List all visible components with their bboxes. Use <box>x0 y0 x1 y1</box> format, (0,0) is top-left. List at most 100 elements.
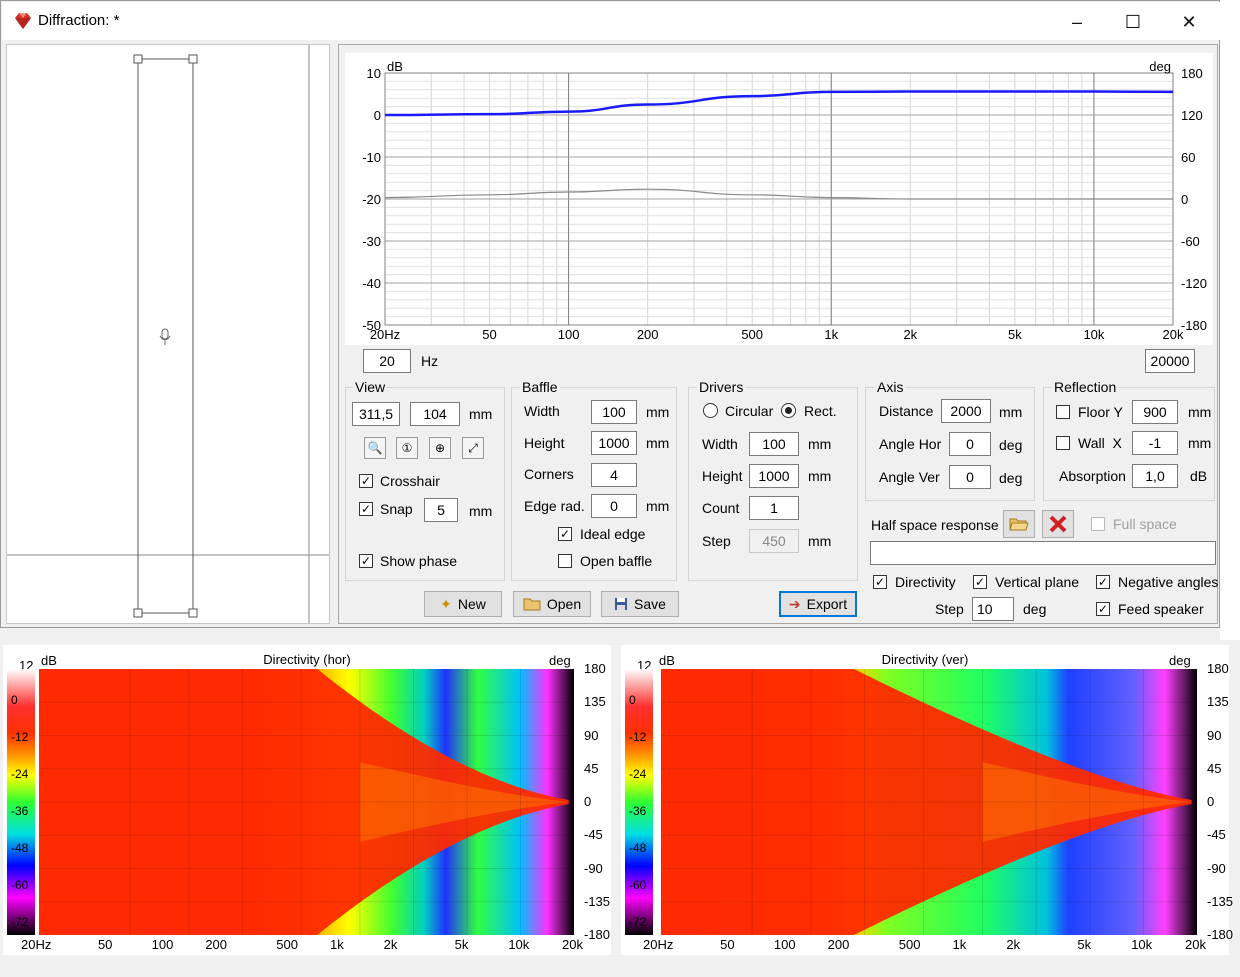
directivity-checkbox[interactable]: ✓ <box>873 575 887 589</box>
ideal-edge-checkbox[interactable]: ✓ <box>558 527 572 541</box>
colorbar-tick-label: -60 <box>11 878 29 892</box>
heatmap-x-tick-label: 10k <box>1131 937 1153 952</box>
baffle-height-input[interactable] <box>591 431 637 455</box>
baffle-width-label: Width <box>524 403 560 419</box>
driver-height-label: Height <box>702 468 743 484</box>
resize-handle <box>133 608 143 618</box>
heatmap-x-tick-label: 500 <box>276 937 298 952</box>
directivity-hor-colorbar <box>7 669 35 935</box>
snap-checkbox[interactable]: ✓ <box>359 502 373 516</box>
colorbar-tick-label: -72 <box>629 915 647 929</box>
crosshair-label: Crosshair <box>380 473 440 489</box>
driver-height-input[interactable] <box>749 464 799 488</box>
fit-view-icon[interactable]: ⤢ <box>462 437 484 459</box>
x-tick-label: 20Hz <box>370 327 400 342</box>
driver-width-unit: mm <box>808 436 832 452</box>
half-space-clear-button[interactable] <box>1042 510 1074 538</box>
close-button[interactable]: ✕ <box>1181 12 1197 32</box>
directivity-hor-heatmap <box>39 669 574 935</box>
y2-tick-label: -180 <box>1181 318 1207 333</box>
half-space-open-button[interactable] <box>1003 510 1035 538</box>
directivity-step-unit: deg <box>1023 601 1047 617</box>
baffle-group <box>511 387 677 581</box>
baffle-edge-input[interactable] <box>591 494 637 518</box>
export-arrow-icon: ➔ <box>788 595 801 612</box>
new-button[interactable]: ✦ New <box>424 591 502 617</box>
ideal-edge-label: Ideal edge <box>580 526 646 542</box>
export-button[interactable]: ➔ Export <box>779 591 857 617</box>
colorbar-tick-label: -48 <box>629 841 647 855</box>
driver-step-input[interactable] <box>749 529 799 553</box>
feed-speaker-checkbox[interactable]: ✓ <box>1096 602 1110 616</box>
title-bar[interactable]: Diffraction: * – ☐ ✕ <box>2 2 1220 40</box>
crosshair-checkbox[interactable]: ✓ <box>359 474 373 488</box>
heatmap-x-tick-label: 500 <box>898 937 921 952</box>
baffle-corners-input[interactable] <box>591 463 637 487</box>
heatmap-y-tick-label: 45 <box>1207 760 1222 776</box>
resize-handle <box>188 54 198 64</box>
x-tick-label: 5k <box>1008 327 1022 342</box>
y-tick-label: -30 <box>362 234 381 249</box>
zoom-out-icon[interactable]: 🔍 <box>364 437 386 459</box>
heatmap-x-tick-label: 20k <box>562 937 583 952</box>
x-tick-label: 100 <box>558 327 580 342</box>
heatmap-y-tick-label: -90 <box>1207 860 1226 876</box>
full-space-checkbox[interactable] <box>1091 517 1105 531</box>
directivity-ver-colorbar <box>625 669 653 935</box>
circular-radio[interactable] <box>703 403 718 418</box>
negative-angles-label: Negative angles <box>1118 574 1219 590</box>
view-y-input[interactable] <box>410 402 460 426</box>
y2-tick-label: -120 <box>1181 276 1207 291</box>
floor-checkbox[interactable] <box>1056 405 1070 419</box>
heatmap-x-tick-label: 5k <box>1077 937 1092 952</box>
baffle-height-unit: mm <box>646 435 670 451</box>
window-title: Diffraction: * <box>38 12 120 29</box>
directivity-label: Directivity <box>895 574 956 590</box>
maximize-button[interactable]: ☐ <box>1124 12 1142 32</box>
minimize-button[interactable]: – <box>1071 12 1082 32</box>
heatmap-x-tick-label: 50 <box>97 937 113 952</box>
driver-width-input[interactable] <box>749 432 799 456</box>
save-button[interactable]: Save <box>601 591 679 617</box>
y-tick-label: -50 <box>362 318 381 333</box>
absorption-input[interactable] <box>1132 464 1178 488</box>
baffle-canvas[interactable] <box>6 44 330 624</box>
colorbar-tick-label: -12 <box>629 730 647 744</box>
rect-radio[interactable] <box>781 403 796 418</box>
folder-open-icon <box>1009 518 1029 531</box>
colorbar-tick-label: -60 <box>629 878 647 892</box>
half-space-label: Half space response <box>871 517 999 533</box>
angle-hor-label: Angle Hor <box>879 436 942 452</box>
driver-count-input[interactable] <box>749 496 799 520</box>
snap-input[interactable] <box>424 498 458 522</box>
directivity-hor-yunit: deg <box>549 653 571 668</box>
negative-angles-checkbox[interactable]: ✓ <box>1096 575 1110 589</box>
vertical-plane-checkbox[interactable]: ✓ <box>973 575 987 589</box>
wall-checkbox[interactable] <box>1056 436 1070 450</box>
show-phase-checkbox[interactable]: ✓ <box>359 554 373 568</box>
baffle-width-input[interactable] <box>591 400 637 424</box>
open-baffle-checkbox[interactable] <box>558 554 572 568</box>
angle-hor-input[interactable] <box>949 432 991 456</box>
axis-group <box>865 387 1035 501</box>
floor-label: Floor Y <box>1078 404 1123 420</box>
floor-input[interactable] <box>1132 400 1178 424</box>
feed-speaker-label: Feed speaker <box>1118 601 1204 617</box>
distance-input[interactable] <box>941 399 991 423</box>
frequency-response-chart: 20Hz 50 100 200 500 1k 2k 5k 10k 20k 10 0 -10 -20 -30-… <box>345 53 1213 345</box>
view-x-input[interactable] <box>352 402 400 426</box>
wall-input[interactable] <box>1132 431 1178 455</box>
angle-ver-input[interactable] <box>949 465 991 489</box>
baffle-edge-unit: mm <box>646 498 670 514</box>
zoom-in-icon[interactable]: ⊕ <box>429 437 451 459</box>
open-button[interactable]: Open <box>513 591 591 617</box>
directivity-step-input[interactable] <box>972 597 1014 621</box>
freq-max-input[interactable] <box>1145 349 1195 373</box>
zoom-1-icon[interactable]: ① <box>396 437 418 459</box>
app-gem-icon <box>15 13 31 29</box>
half-space-path-input[interactable] <box>870 541 1216 565</box>
heatmap-y-tick-label: -180 <box>1207 927 1234 942</box>
freq-min-input[interactable] <box>363 349 411 373</box>
driver-step-label: Step <box>702 533 731 549</box>
y2-tick-label: 180 <box>1181 66 1203 81</box>
